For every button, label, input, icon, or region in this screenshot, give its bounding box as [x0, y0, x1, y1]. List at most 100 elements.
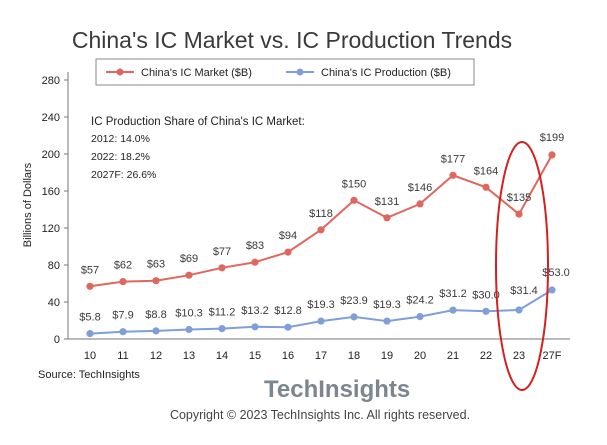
x-tick-label: 11: [117, 350, 128, 362]
y-tick-label: 160: [42, 186, 60, 198]
data-point-market: [383, 214, 391, 222]
data-label-market: $77: [213, 246, 231, 258]
legend-box: [95, 58, 475, 86]
production-share-annotation: IC Production Share of China's IC Market…: [91, 116, 305, 181]
data-point-market: [482, 183, 490, 191]
y-tick-label: 40: [48, 297, 60, 309]
logo-part-insights: Insights: [318, 376, 410, 403]
y-tick-label: 240: [42, 112, 60, 124]
data-point-market: [251, 258, 259, 266]
data-label-market: $62: [114, 260, 132, 272]
data-point-production: [548, 286, 556, 294]
data-point-market: [152, 277, 160, 285]
data-label-market: $69: [180, 253, 198, 265]
annotation-line-2027f: 2027F: 26.6%: [91, 169, 156, 181]
data-label-production: $53.0: [542, 267, 570, 279]
chart-title: China's IC Market vs. IC Production Tren…: [72, 27, 512, 53]
legend-label-market: China's IC Market ($B): [141, 67, 252, 79]
highlight-ellipse-2023: [495, 141, 549, 391]
data-point-production: [86, 330, 94, 338]
data-point-production: [185, 325, 193, 334]
data-point-market: [218, 264, 226, 272]
data-label-production: $24.2: [406, 295, 434, 307]
y-axis-title: Billions of Dollars: [22, 162, 34, 247]
data-label-market: $146: [408, 182, 432, 194]
legend-marker-market: [116, 68, 124, 76]
x-tick-labels: 10 11 12 13 14 15 16 17 18 19 20 21 22 23 27F: [84, 350, 562, 362]
data-label-production: $30.0: [472, 289, 500, 301]
y-tick-label: 0: [54, 334, 60, 346]
x-tick-label: 14: [216, 350, 228, 362]
x-tick-label: 18: [348, 350, 360, 362]
data-label-production: $8.8: [145, 309, 166, 321]
data-label-production: $13.2: [241, 305, 269, 317]
y-tick-label: 120: [42, 223, 60, 235]
logo-part-tech: Tech: [264, 376, 318, 403]
data-label-production: $31.2: [439, 288, 467, 300]
data-label-market: $164: [474, 165, 498, 177]
data-label-production: $31.4: [510, 285, 538, 297]
copyright-notice: Copyright © 2023 TechInsights Inc. All r…: [170, 408, 470, 422]
data-point-market: [416, 200, 424, 208]
x-tick-label: 23: [513, 350, 525, 362]
data-point-market: [317, 226, 325, 234]
data-label-production: $10.3: [175, 308, 203, 320]
x-tick-label: 13: [183, 350, 195, 362]
data-point-production: [317, 317, 325, 325]
data-point-market: [119, 278, 127, 286]
y-tick-label: 280: [42, 75, 60, 87]
data-point-market: [185, 271, 193, 279]
techinsights-logo: TechInsights: [264, 376, 410, 403]
data-point-production: [416, 313, 424, 321]
x-tick-label: 27F: [543, 350, 562, 362]
data-label-market: $63: [147, 259, 165, 271]
data-label-market: $177: [441, 153, 465, 165]
data-label-market: $118: [309, 208, 333, 220]
data-point-production: [383, 317, 391, 325]
data-label-production: $19.3: [307, 299, 335, 311]
x-tick-label: 21: [447, 350, 459, 362]
data-label-production: $19.3: [373, 299, 401, 311]
data-point-production: [218, 325, 226, 333]
data-point-market: [350, 196, 358, 204]
legend-marker-production: [296, 68, 304, 76]
y-tick-label: 200: [42, 149, 60, 161]
data-label-market: $150: [342, 178, 366, 190]
data-label-production: $7.9: [112, 310, 133, 322]
x-tick-label: 12: [150, 350, 162, 362]
data-label-market: $94: [279, 230, 297, 242]
data-point-market: [515, 210, 523, 218]
data-label-market: $57: [81, 264, 99, 276]
data-point-market: [548, 151, 556, 159]
data-label-production: $23.9: [340, 295, 368, 307]
data-label-production: $12.8: [274, 305, 302, 317]
series-points: [86, 151, 556, 338]
x-tick-label: 19: [381, 350, 393, 362]
y-tick-label: 80: [48, 260, 60, 272]
data-point-production: [251, 323, 259, 331]
x-tick-label: 16: [282, 350, 294, 362]
data-point-market: [86, 282, 94, 290]
data-point-market: [449, 171, 457, 179]
data-point-market: [284, 248, 292, 256]
x-tick-label: 17: [315, 350, 327, 362]
y-tick-labels: 0 40 80 120 160 200 240 280: [42, 75, 68, 346]
data-label-production: $11.2: [209, 307, 236, 319]
legend: China's IC Market ($B) China's IC Produc…: [95, 58, 475, 86]
annotation-line-2012: 2012: 14.0%: [91, 133, 150, 145]
data-point-production: [515, 306, 523, 314]
data-point-production: [284, 323, 292, 331]
data-point-production: [482, 307, 490, 315]
data-point-production: [350, 313, 358, 321]
x-tick-label: 22: [480, 350, 492, 362]
x-tick-label: 20: [414, 350, 426, 362]
data-label-market: $131: [375, 196, 399, 208]
data-labels: $57 $62 $63 $69 $77 $83 $94 $118 $150 $131 $146 $17…: [79, 132, 569, 324]
x-tick-label: 10: [84, 350, 96, 362]
annotation-heading: IC Production Share of China's IC Market…: [91, 116, 305, 128]
data-label-production: $5.8: [79, 312, 100, 324]
data-point-production: [152, 327, 160, 335]
x-tick-label: 15: [249, 350, 261, 362]
